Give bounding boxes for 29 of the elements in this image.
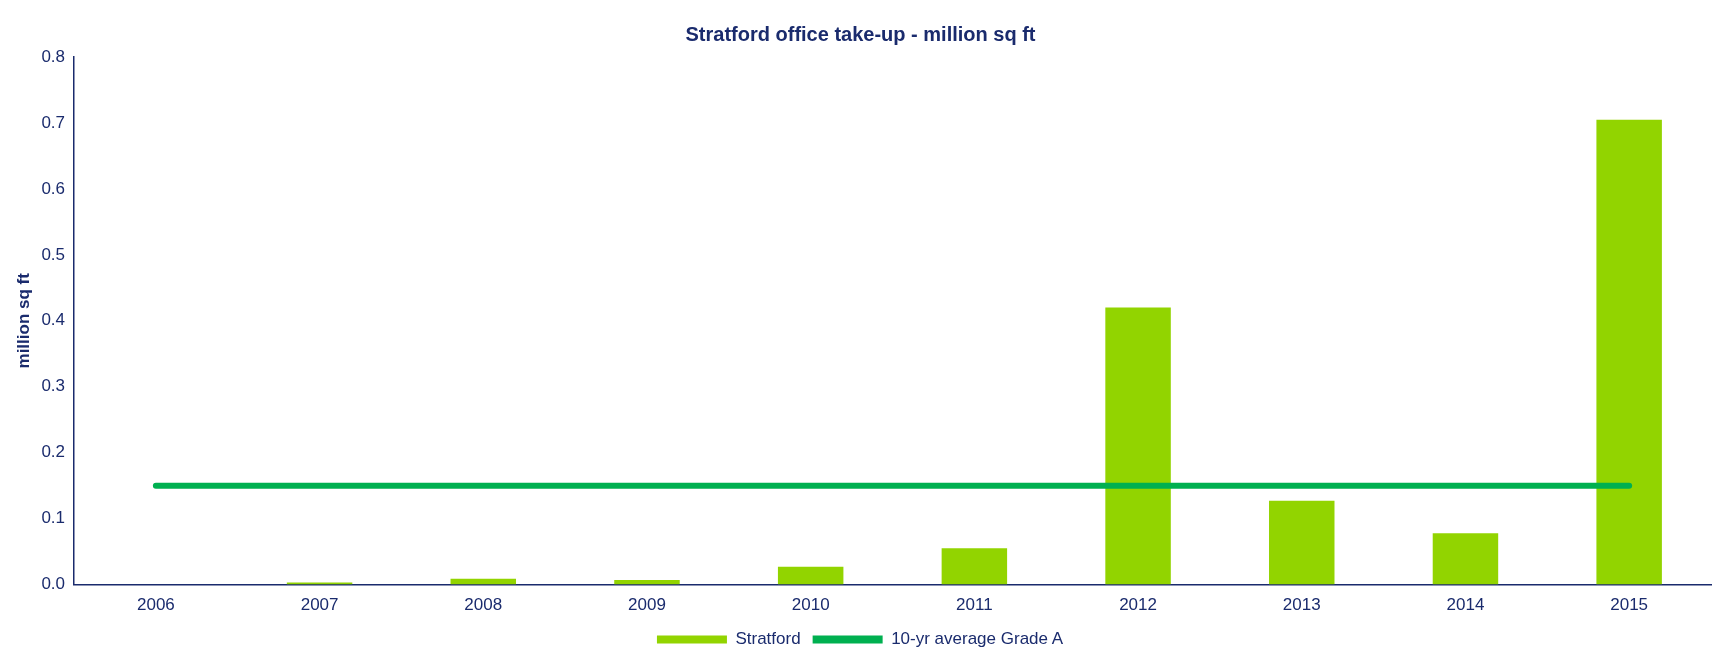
y-tick-label: 0.8 — [41, 46, 66, 66]
bar — [1269, 500, 1335, 585]
x-tick-label: 2008 — [464, 595, 503, 615]
bar — [941, 548, 1008, 585]
y-tick-label: 0.5 — [41, 244, 66, 264]
x-tick-label: 2009 — [628, 595, 666, 615]
bar — [777, 566, 844, 585]
y-tick-label: 0.2 — [41, 442, 66, 462]
x-tick-label: 2015 — [1610, 595, 1649, 615]
x-tick-label: 2007 — [300, 595, 339, 615]
bar — [1105, 307, 1171, 585]
y-tick-label: 0.4 — [41, 310, 66, 330]
x-tick-label: 2006 — [136, 595, 175, 615]
y-tick-label: 0.6 — [41, 178, 66, 198]
y-tick-label: 0.1 — [41, 508, 66, 528]
chart-title: Stratford office take-up - million sq ft — [685, 22, 1036, 45]
x-tick-label: 2013 — [1282, 595, 1321, 615]
x-tick-label: 2012 — [1119, 595, 1157, 615]
bar — [1432, 533, 1499, 585]
y-tick-label: 0.3 — [41, 376, 66, 396]
y-tick-label: 0.7 — [41, 112, 66, 132]
bar — [1596, 119, 1662, 585]
y-tick-label: 0.0 — [41, 574, 66, 594]
x-tick-label: 2014 — [1446, 595, 1485, 615]
legend-label: 10-yr average Grade A — [891, 629, 1064, 649]
y-axis-title: million sq ft — [13, 272, 33, 369]
x-tick-label: 2010 — [791, 595, 830, 615]
x-tick-label: 2011 — [956, 595, 993, 615]
legend-label: Stratford — [735, 629, 801, 649]
